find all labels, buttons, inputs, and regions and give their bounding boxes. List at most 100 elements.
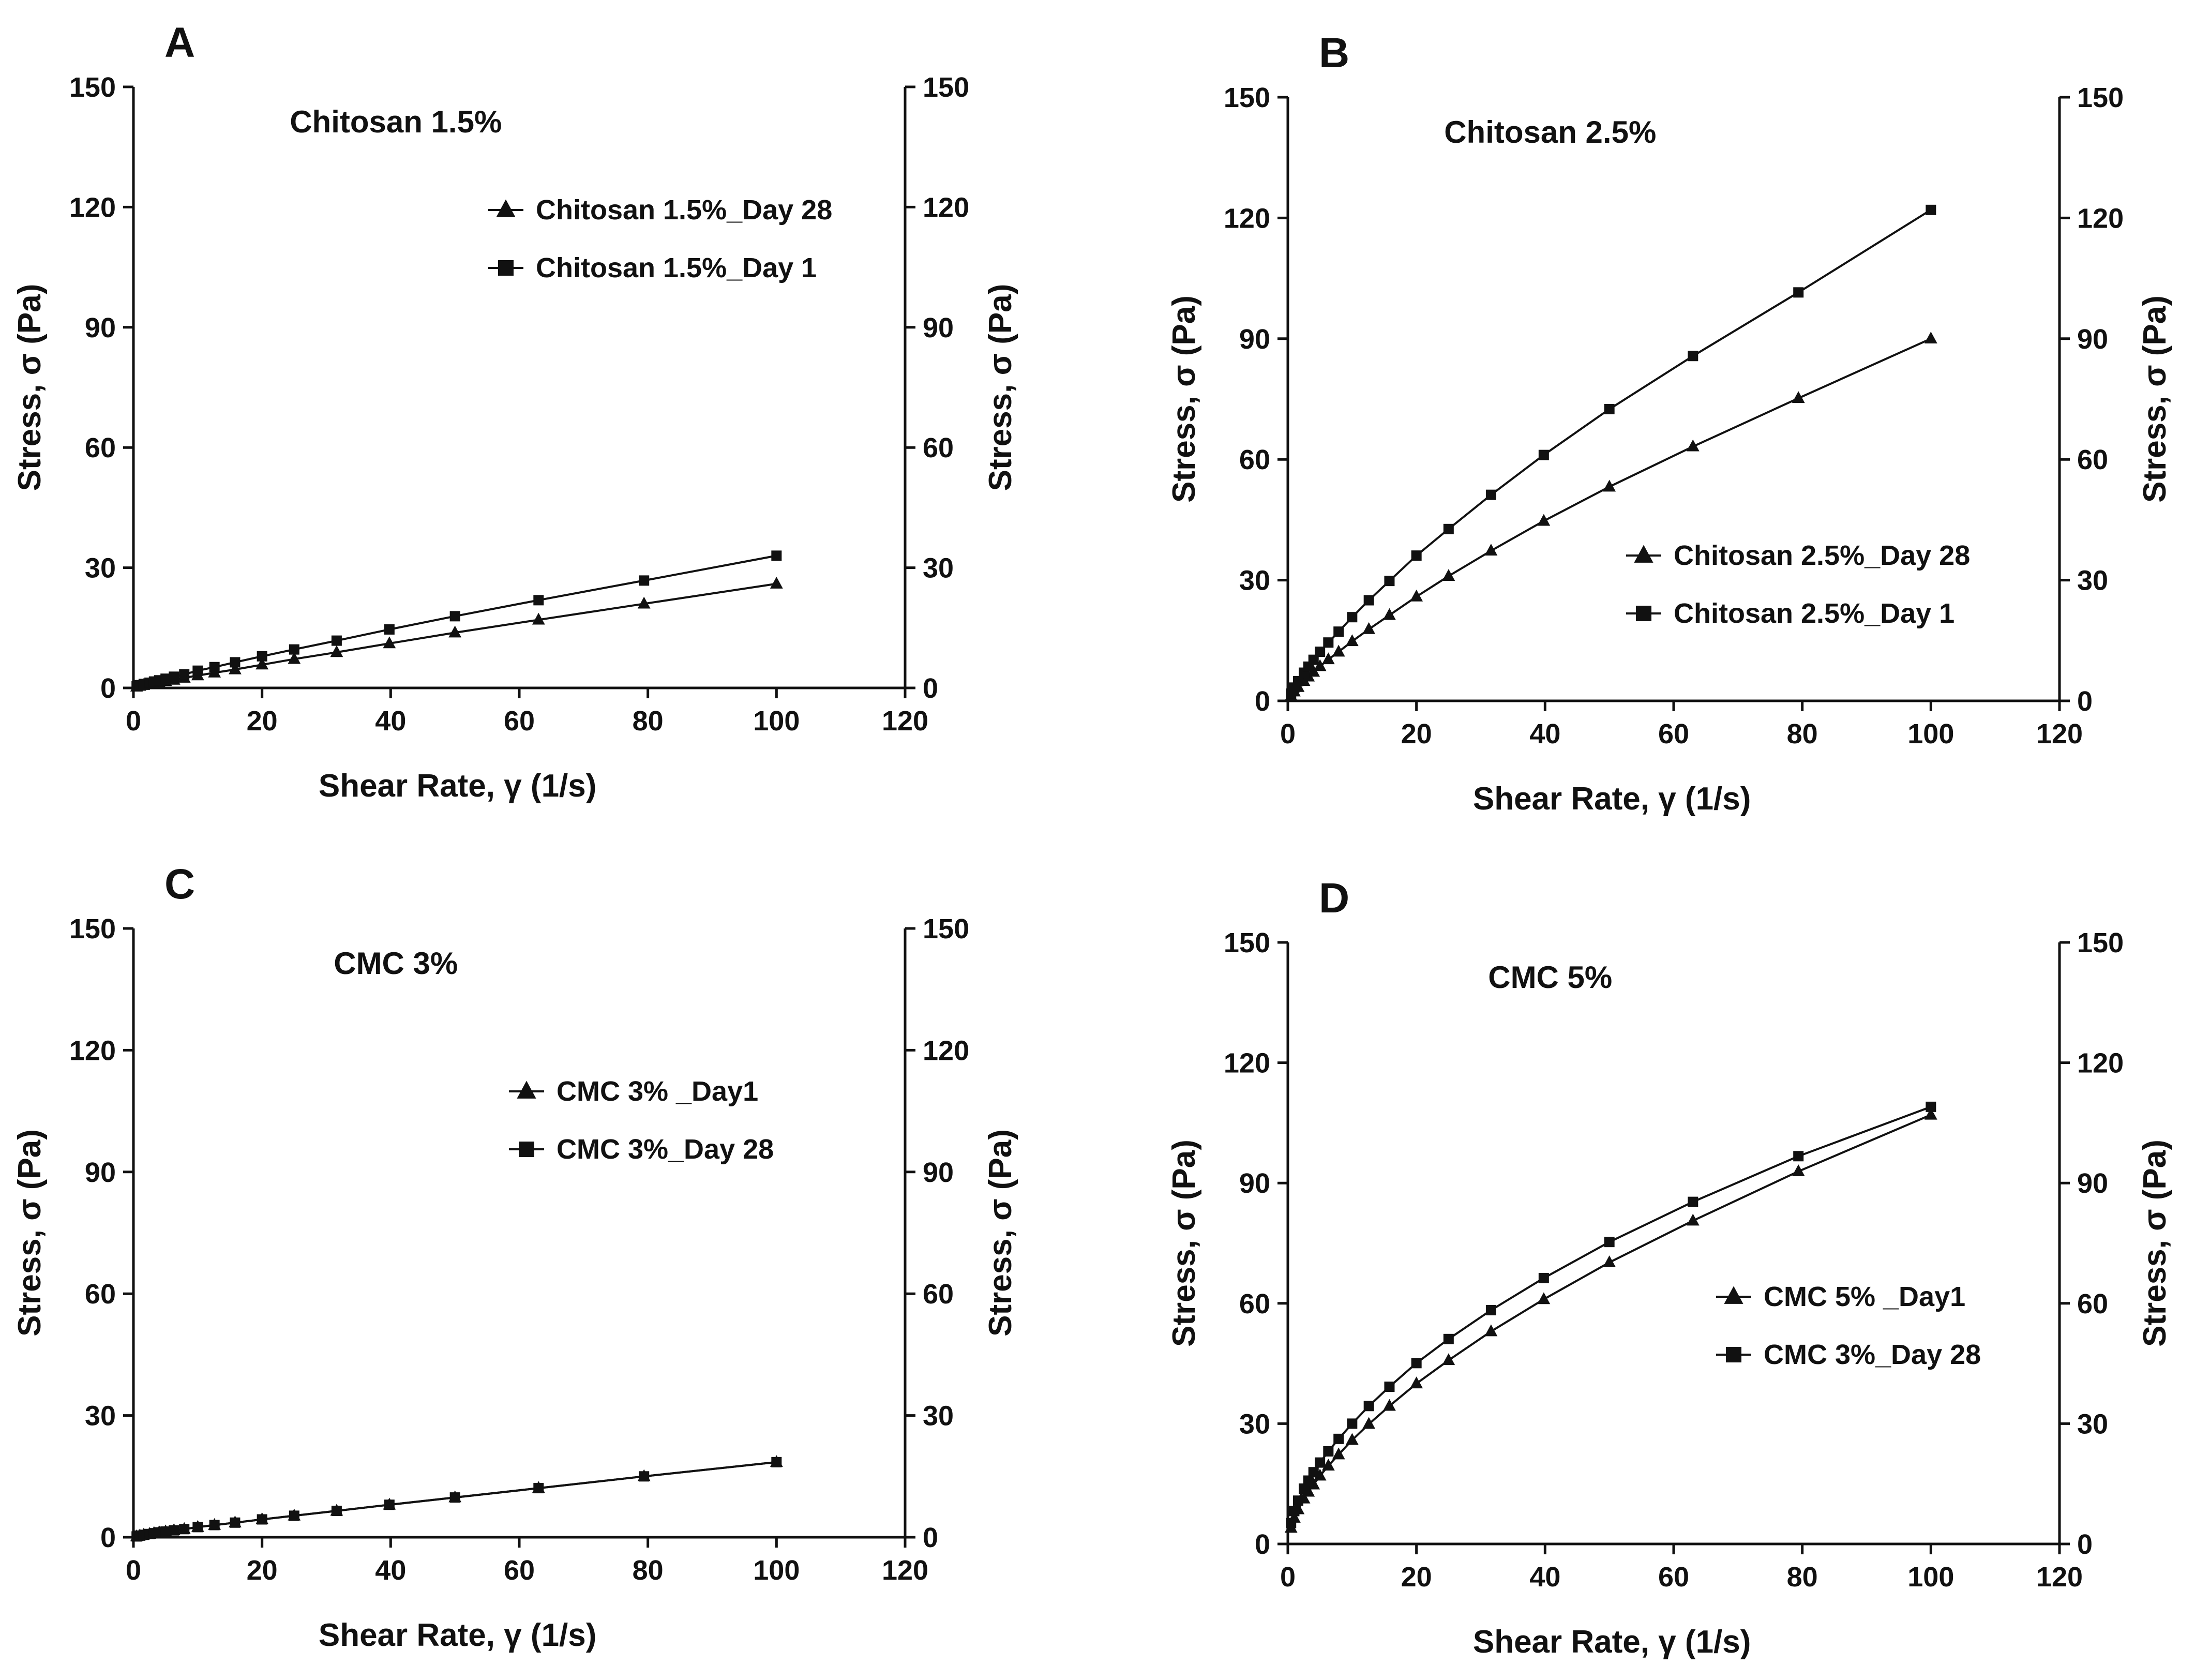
x-tick-label: 40 <box>1529 718 1560 749</box>
legend-label: Chitosan 1.5%_Day 28 <box>536 194 832 226</box>
y-tick-label-right: 60 <box>2077 1288 2108 1319</box>
x-tick-label: 120 <box>2036 718 2083 749</box>
x-tick-label: 0 <box>1280 1562 1296 1593</box>
data-point <box>209 1520 220 1531</box>
data-point <box>1333 1433 1344 1444</box>
data-point <box>1688 1196 1698 1207</box>
data-point <box>160 1526 171 1537</box>
x-tick-label: 80 <box>633 1555 664 1586</box>
data-point <box>288 652 301 664</box>
y-tick-label-left: 30 <box>1239 565 1270 596</box>
y-tick-label-right: 150 <box>2077 927 2124 958</box>
x-axis-label: Shear Rate, γ (1/s) <box>319 1617 597 1653</box>
x-tick-label: 120 <box>882 706 928 737</box>
data-point <box>289 1510 299 1521</box>
y-tick-label-right: 60 <box>2077 444 2108 475</box>
data-point <box>1292 1495 1303 1506</box>
panel-title: CMC 5% <box>1488 960 1612 995</box>
panel-title: Chitosan 2.5% <box>1444 115 1656 149</box>
data-point <box>1315 647 1326 657</box>
data-point <box>383 636 396 649</box>
data-point <box>1484 544 1498 556</box>
data-point <box>637 596 651 609</box>
data-point <box>1362 1417 1376 1429</box>
data-point <box>639 1471 650 1482</box>
data-point <box>331 1505 342 1516</box>
data-point <box>1924 332 1937 344</box>
panel-letter: B <box>1319 29 1349 77</box>
data-point <box>384 1499 395 1510</box>
y-tick-label-left: 30 <box>85 1401 116 1432</box>
data-point <box>1384 1382 1395 1392</box>
y-tick-label-left: 60 <box>1239 1288 1270 1319</box>
data-point <box>639 575 650 586</box>
x-axis-label: Shear Rate, γ (1/s) <box>1473 1624 1751 1660</box>
x-tick-label: 100 <box>753 706 800 737</box>
y-tick-label-left: 150 <box>69 72 116 103</box>
legend-label: CMC 3% _Day1 <box>557 1076 758 1107</box>
y-tick-label-left: 120 <box>1224 203 1270 234</box>
series-chitosan-1-5-day-1 <box>131 550 782 692</box>
data-point <box>179 669 190 680</box>
data-point <box>1303 1475 1314 1486</box>
x-tick-label: 20 <box>247 1555 278 1586</box>
data-point <box>771 550 782 561</box>
data-point <box>1538 449 1549 460</box>
y-tick-label-left: 120 <box>69 1035 116 1066</box>
data-point <box>533 595 544 606</box>
data-point <box>1323 1446 1334 1457</box>
data-point <box>1410 1376 1423 1389</box>
data-point <box>1924 1107 1937 1120</box>
data-point <box>255 657 269 670</box>
data-point <box>1321 652 1335 665</box>
y-tick-label-right: 30 <box>2077 1408 2108 1439</box>
legend-marker <box>1634 545 1653 563</box>
data-point <box>1484 1324 1498 1337</box>
y-tick-label-left: 90 <box>85 312 116 343</box>
legend-item: Chitosan 1.5%_Day 1 <box>488 252 817 283</box>
data-point <box>1410 589 1423 602</box>
y-tick-label-right: 120 <box>923 1035 969 1066</box>
legend-marker <box>1636 606 1651 621</box>
x-tick-label: 40 <box>375 706 406 737</box>
panel-title: Chitosan 1.5% <box>290 104 502 139</box>
x-tick-label: 120 <box>2036 1562 2083 1593</box>
data-point <box>1793 287 1804 298</box>
legend-marker <box>498 260 514 276</box>
y-tick-label-left: 0 <box>100 673 116 704</box>
data-point <box>1332 1447 1345 1460</box>
y-tick-label-left: 150 <box>1224 927 1270 958</box>
data-point <box>1315 1457 1326 1468</box>
data-point <box>1442 1353 1455 1366</box>
data-point <box>1792 1164 1805 1176</box>
x-tick-label: 120 <box>882 1555 928 1586</box>
data-point <box>770 576 783 589</box>
data-point <box>1792 391 1805 403</box>
data-point <box>1347 1418 1358 1429</box>
series-cmc-5-day1 <box>1284 1107 1937 1533</box>
data-point <box>448 625 462 638</box>
x-tick-label: 60 <box>504 706 535 737</box>
y-tick-label-left: 60 <box>1239 444 1270 475</box>
y-tick-label-right: 60 <box>923 432 954 463</box>
data-point <box>192 1522 203 1533</box>
data-point <box>1333 626 1344 637</box>
y-axis-label-right: Stress, σ (Pa) <box>983 284 1018 491</box>
panel-letter: D <box>1319 875 1349 922</box>
data-point <box>1313 1468 1327 1481</box>
legend-item: Chitosan 1.5%_Day 28 <box>488 194 832 226</box>
data-point <box>1686 439 1700 452</box>
y-tick-label-left: 30 <box>85 553 116 584</box>
data-point <box>532 612 545 625</box>
data-point <box>771 1457 782 1467</box>
data-point <box>1384 576 1395 587</box>
data-point <box>1688 351 1698 362</box>
y-tick-label-right: 120 <box>2077 1048 2124 1079</box>
data-point <box>1308 654 1319 665</box>
y-axis-label-right: Stress, σ (Pa) <box>2137 1139 2173 1347</box>
data-point <box>257 651 267 662</box>
legend-label: Chitosan 2.5%_Day 28 <box>1674 540 1970 571</box>
y-tick-label-left: 120 <box>69 192 116 223</box>
